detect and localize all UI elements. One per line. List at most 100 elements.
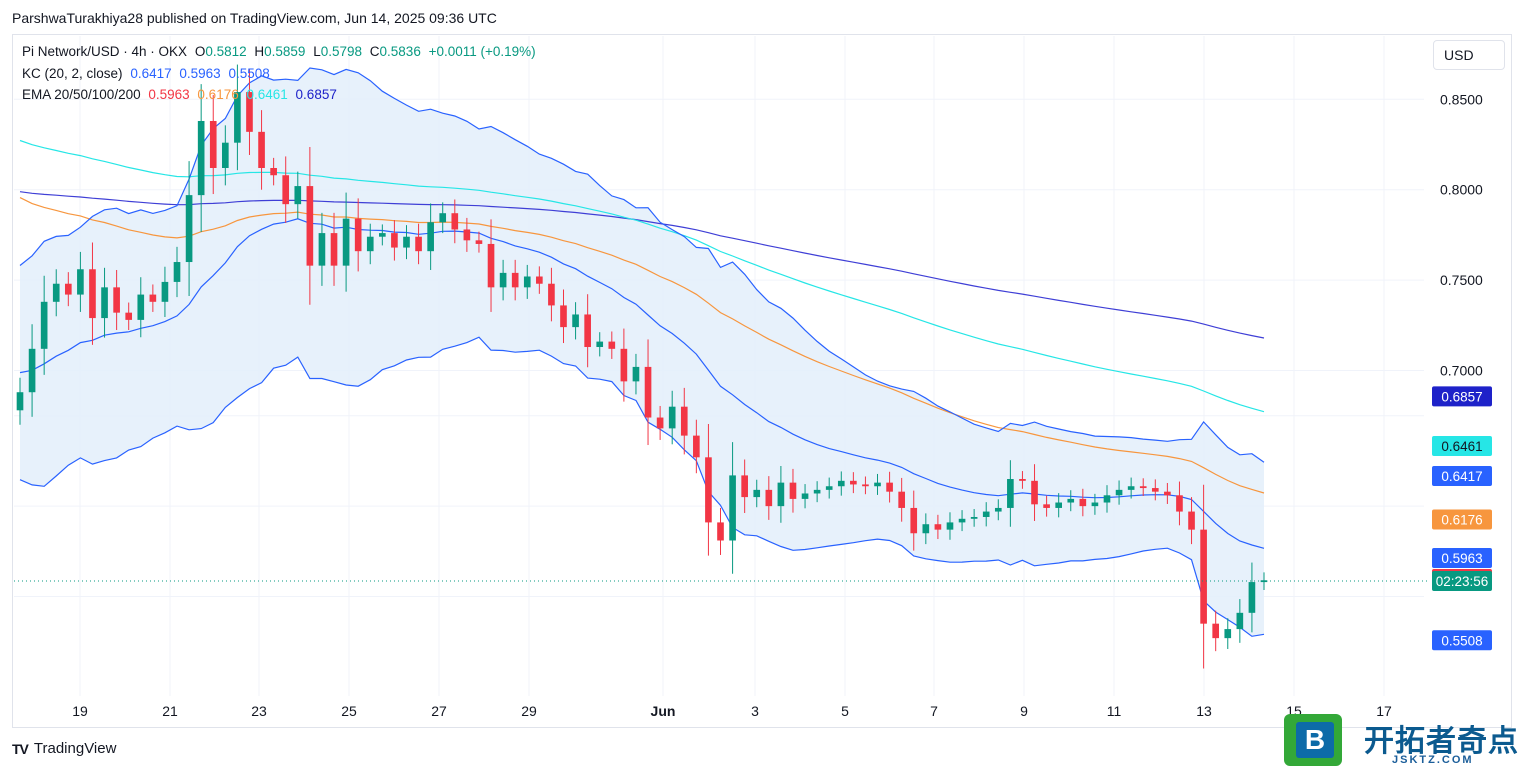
candle-body [982,511,990,517]
candle-body [572,314,579,328]
candle-body [52,283,60,302]
price-label: 0.6857 [1441,389,1482,404]
candle-body [874,482,881,487]
candle-body [644,366,652,418]
ema-label: EMA 20/50/100/200 [22,87,141,102]
candle-body [149,294,157,302]
candle-body [487,243,495,288]
ema50-line [19,197,1265,494]
candle-body [197,120,205,196]
candle-body [463,229,471,241]
candle-body [1139,486,1147,489]
open-label: O [194,44,206,59]
candle-body [741,475,748,498]
kc-fill [20,68,1264,637]
currency-button[interactable]: USD [1433,40,1505,70]
candle-body [632,366,640,382]
candle-body [620,348,628,382]
candle-body [1224,629,1232,639]
watermark-badge-icon: B [1284,714,1342,766]
price-label: 0.6461 [1441,439,1482,454]
candle-body [391,233,398,248]
y-tick-label: 0.7500 [1440,272,1483,288]
candle-body [850,480,857,485]
candle-body [439,213,447,223]
candle-body [28,348,36,393]
candle-body [1236,612,1244,630]
high-value: 0.5859 [264,44,306,59]
candle-body [910,507,918,534]
low-value: 0.5798 [320,44,363,59]
candle-body [1067,498,1075,503]
watermark-subtitle: JSKTZ.COM [1392,754,1474,766]
kc-lower-value: 0.5508 [228,66,270,81]
ema200-value: 0.6857 [295,87,337,102]
x-tick-label: 13 [1196,703,1212,719]
candle-body [608,341,616,349]
candle-body [1031,480,1038,505]
price-label: 0.5508 [1441,633,1482,648]
candle-body [1200,529,1207,624]
candle-body [523,276,531,288]
price-label-box [1432,386,1492,407]
candle-body [354,218,362,252]
candle-body [379,233,386,237]
candle-body [40,301,48,349]
candle-body [693,435,700,458]
ema-legend[interactable]: EMA 20/50/100/200 0.5963 0.6176 0.6461 0… [22,87,341,102]
price-label-box [1432,548,1492,569]
high-label: H [254,44,265,59]
tradingview-logo[interactable]: TV TradingView [12,740,116,757]
candle-body [656,417,664,429]
candle-body [64,283,72,295]
candle-body [1079,498,1087,507]
candle-body [234,92,241,143]
x-tick-label: 9 [1020,703,1028,719]
watermark-title: 开拓者奇点 [1364,725,1519,758]
kc-legend[interactable]: KC (20, 2, close) 0.6417 0.5963 0.5508 [22,66,274,81]
candle-body [1019,479,1026,481]
candle-body [777,482,785,507]
x-tick-label: 5 [841,703,849,719]
candle-body [330,233,338,266]
price-label-box [1432,435,1492,456]
candle-body [270,168,277,176]
chart-pane[interactable] [12,34,1512,728]
candle-body [946,522,954,530]
candle-body [77,269,84,295]
candle-body [825,486,833,490]
candle-body [1176,495,1183,512]
candle-body [1151,488,1159,492]
ema50-value: 0.6176 [197,87,239,102]
candle-body [1055,502,1063,508]
y-tick-label: 0.8500 [1440,91,1483,107]
candle-body [209,120,217,168]
candle-body [753,489,761,498]
candle-body [173,262,181,282]
candle-body [125,312,133,320]
candle-body [801,493,809,499]
candle-body [1260,580,1268,583]
watermark: B 开拓者奇点 JSKTZ.COM [1284,714,1518,770]
candle-body [584,314,591,348]
candle-body [366,236,374,252]
x-tick-label: 23 [251,703,267,719]
candle-body [1188,511,1195,530]
candle-body [427,222,434,252]
symbol-title: Pi Network/USD · 4h · OKX [22,44,188,59]
candle-body [886,482,893,492]
candle-body [221,142,229,168]
candle-body [282,175,290,205]
candle-body [113,287,120,313]
kc-upper-value: 0.6417 [130,66,172,81]
candle-body [789,482,797,499]
x-tick-label: 25 [341,703,357,719]
watermark-badge-letter: B [1296,722,1334,758]
candle-body [101,287,108,319]
candle-body [1212,623,1220,639]
candle-body [560,305,567,328]
candle-body [511,272,519,288]
candle-body [342,218,350,266]
candle-body [1127,486,1135,490]
